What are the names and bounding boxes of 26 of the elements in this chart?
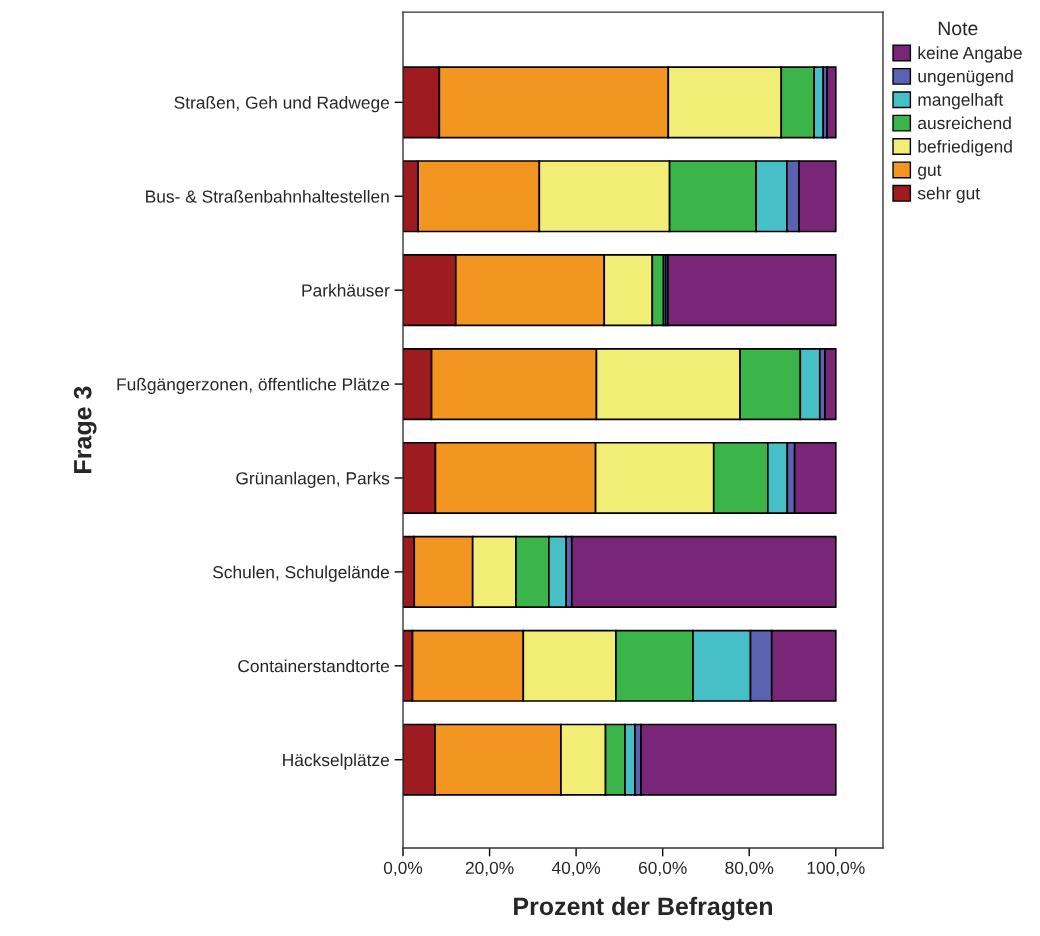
y-tick-label: Parkhäuser — [302, 283, 390, 297]
x-tick-label: 100,0% — [807, 861, 865, 877]
y-tick-label: Grünanlagen, Parks — [236, 471, 390, 488]
legend-label: gut — [918, 164, 942, 180]
y-tick-label: Schulen, Schulgelände — [213, 565, 390, 582]
x-tick-label: 80,0% — [725, 861, 774, 877]
y-axis-title: Frage 3 — [73, 386, 97, 473]
x-tick-label: 60,0% — [638, 861, 687, 877]
y-tick-label: Containerstandtorte — [238, 659, 390, 673]
legend-label: keine Angabe — [918, 46, 1022, 63]
x-tick-label: 40,0% — [551, 861, 601, 877]
x-tick-label: 0,0% — [383, 861, 423, 877]
legend-label: befriedigend — [918, 139, 1012, 157]
y-tick-label: Häckselplätze — [283, 753, 390, 770]
legend-label: mangelhaft — [918, 93, 1004, 110]
y-tick-label: Straßen, Geh und Radwege — [174, 96, 390, 113]
y-tick-label: Bus- & Straßenbahnhaltestellen — [146, 189, 389, 203]
bar — [667, 254, 837, 327]
legend-label: ausreichend — [918, 116, 1011, 130]
legend-label: ungenügend — [918, 69, 1013, 86]
y-tick-label: Fußgängerzonen, öffentliche Plätze — [117, 377, 390, 394]
bar — [826, 66, 837, 139]
x-tick-label: 20,0% — [465, 861, 514, 877]
legend-label: sehr gut — [917, 186, 980, 203]
x-axis-title: Prozent der Befragten — [514, 896, 773, 921]
legend-title: Note — [938, 21, 978, 36]
